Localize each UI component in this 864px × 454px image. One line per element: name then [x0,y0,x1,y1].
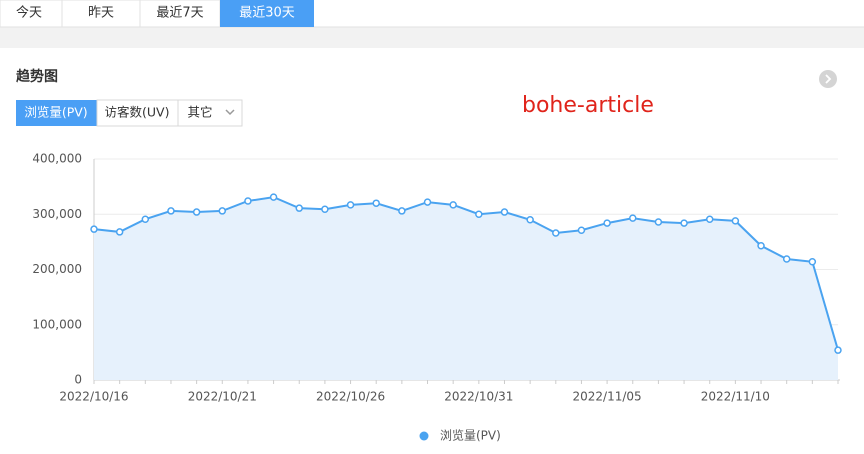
more-icon [825,74,832,84]
point [423,198,432,206]
point [629,214,637,222]
tab-active[interactable] [220,0,314,27]
y-tick-label: 200,000 [32,262,82,276]
point [834,346,842,354]
point [90,225,98,233]
x-tick-label: 2022/10/31 [444,390,513,404]
point [757,241,765,250]
point [346,201,355,209]
tab-label: 最近7天 [156,6,203,21]
metric-tab-label: 浏览量(PV) [24,105,87,120]
point [526,216,534,224]
metric-tab-active[interactable] [16,100,97,126]
point [372,199,380,207]
point [115,228,124,236]
chevron [225,109,235,116]
tab-label: 最近30天 [239,6,295,21]
tab[interactable] [0,0,63,28]
point [577,226,586,235]
tab-label: 今天 [16,5,42,21]
point [552,229,560,237]
point [167,207,175,215]
point [705,215,714,223]
point [244,197,252,205]
section-title: 趋势图 [16,68,58,85]
x-tick-label: 2022/10/16 [59,390,128,404]
legend-marker [419,431,429,441]
area [94,197,838,380]
tab-label: 昨天 [88,6,114,21]
point [398,207,406,215]
x-tick-label: 2022/10/26 [316,390,385,404]
point [449,201,457,209]
point [731,217,740,225]
y-tick-label: 300,000 [32,207,82,221]
legend-label: 浏览量(PV) [440,428,501,443]
point [680,219,688,227]
y-tick-label: 100,000 [32,317,82,331]
point [654,218,663,226]
point [141,215,150,223]
more-button[interactable] [819,70,837,88]
line [93,196,839,351]
point [500,208,509,216]
point [218,207,227,215]
point [808,258,817,266]
tab[interactable] [139,0,221,28]
point [475,210,483,218]
x-tick-label: 2022/10/21 [188,390,257,404]
metric-tab-label: 访客数(UV) [105,105,170,120]
y-tick-label: 400,000 [32,152,82,166]
x-tick-label: 2022/11/10 [701,390,770,404]
metric-tab-label: 其它 [187,105,212,120]
gray-band [0,27,864,48]
chart: 0 100,000 200,000 300,000 400,000 2022/10/16 2… [32,152,842,443]
point [321,205,329,214]
watermark: bohe-article [522,93,654,118]
point [782,255,791,263]
x-tick-label: 2022/11/05 [573,390,642,404]
point [295,204,303,212]
point [603,219,611,227]
point [192,208,201,216]
y-tick-label: 0 [74,373,82,387]
point [269,193,278,201]
